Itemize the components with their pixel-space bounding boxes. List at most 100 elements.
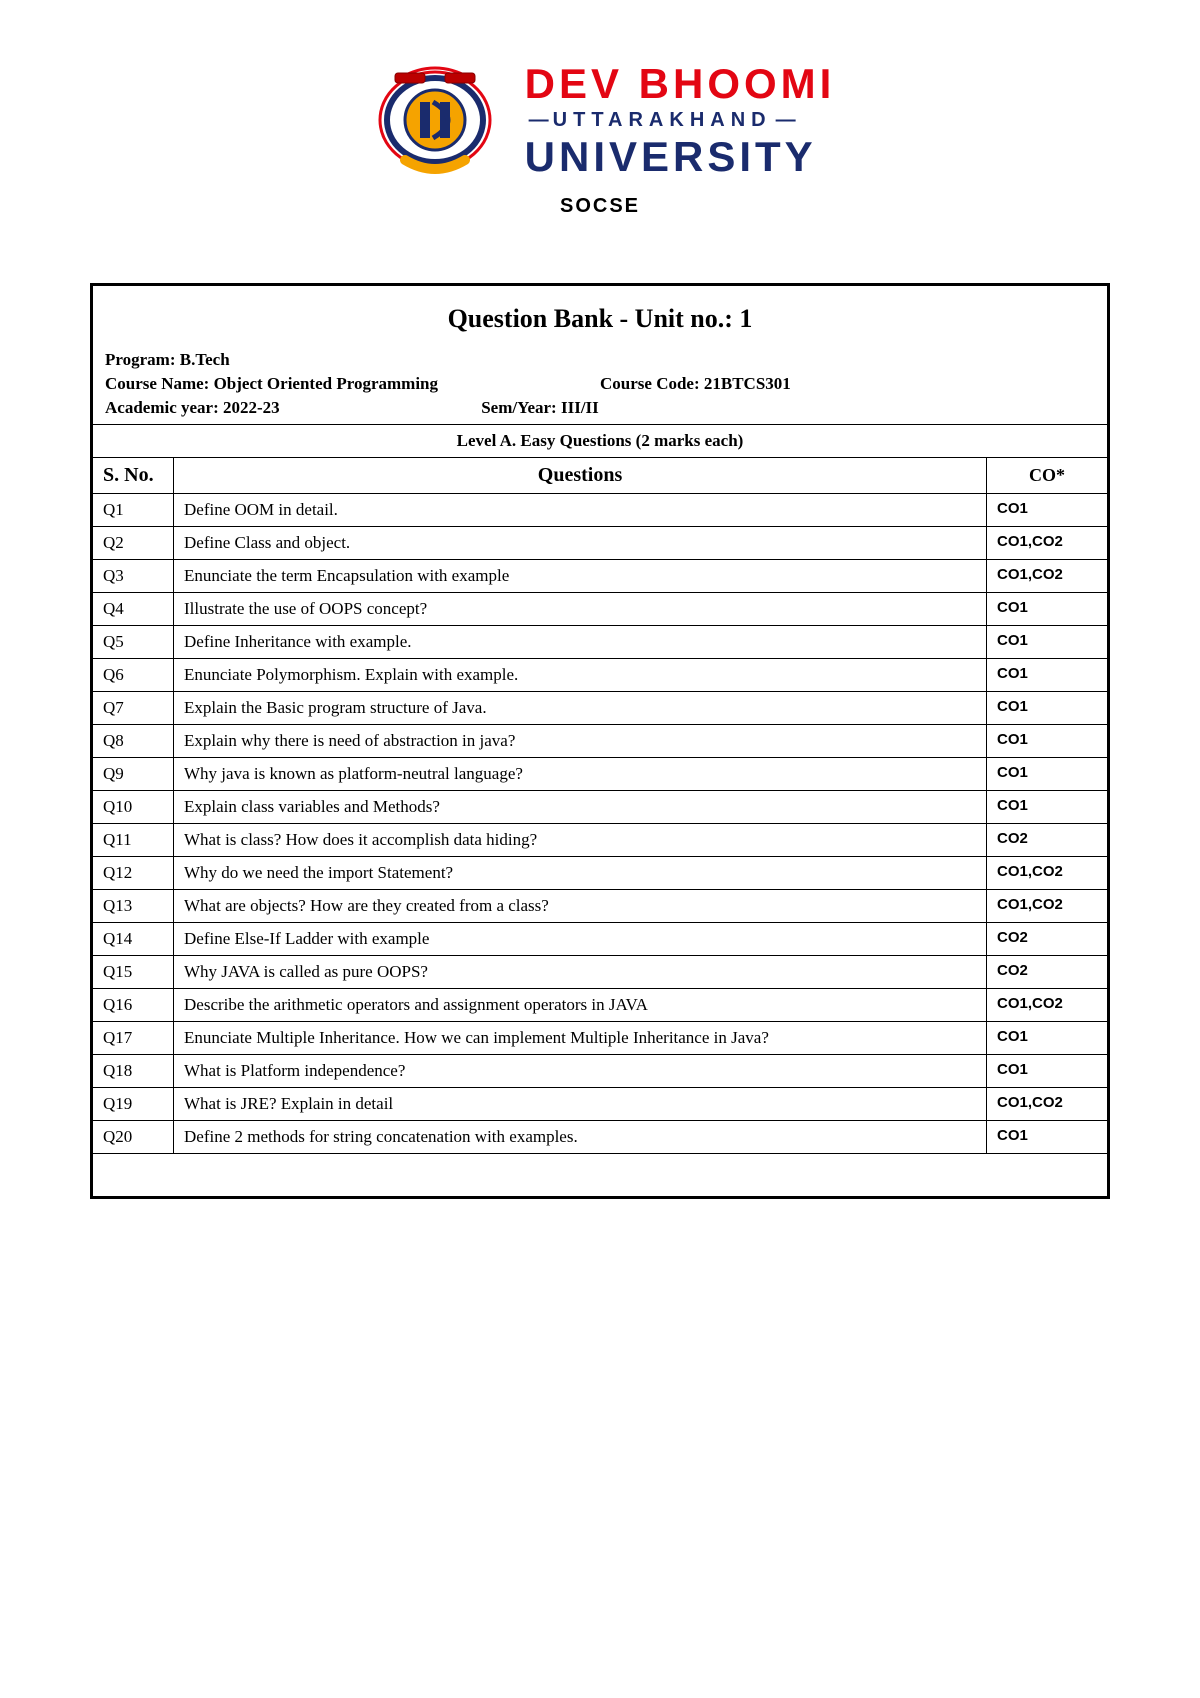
question-number: Q13 (92, 890, 174, 923)
question-number: Q17 (92, 1022, 174, 1055)
level-row: Level A. Easy Questions (2 marks each) (92, 425, 1109, 458)
question-text: Why do we need the import Statement? (174, 857, 987, 890)
question-number: Q15 (92, 956, 174, 989)
course-name-label: Course Name: Object Oriented Programming (105, 374, 600, 394)
table-row: Q1Define OOM in detail.CO1 (92, 494, 1109, 527)
question-text: What is class? How does it accomplish da… (174, 824, 987, 857)
question-number: Q16 (92, 989, 174, 1022)
co-value: CO1,CO2 (987, 560, 1109, 593)
question-number: Q19 (92, 1088, 174, 1121)
co-value: CO1 (987, 494, 1109, 527)
table-row: Q17Enunciate Multiple Inheritance. How w… (92, 1022, 1109, 1055)
table-row: Q13What are objects? How are they create… (92, 890, 1109, 923)
question-number: Q2 (92, 527, 174, 560)
meta-program-row: Program: B.Tech (92, 348, 1109, 372)
logo-row: DEV BHOOMI UTTARAKHAND UNIVERSITY (90, 60, 1110, 180)
co-value: CO2 (987, 956, 1109, 989)
question-text: Why java is known as platform-neutral la… (174, 758, 987, 791)
question-number: Q4 (92, 593, 174, 626)
table-row: Q18What is Platform independence?CO1 (92, 1055, 1109, 1088)
question-text: Explain class variables and Methods? (174, 791, 987, 824)
co-value: CO1,CO2 (987, 890, 1109, 923)
co-value: CO2 (987, 824, 1109, 857)
col-questions: Questions (174, 458, 987, 494)
department-label: SOCSE (90, 195, 1110, 218)
table-row: Q2Define Class and object.CO1,CO2 (92, 527, 1109, 560)
university-emblem (365, 60, 505, 180)
co-value: CO1 (987, 725, 1109, 758)
co-value: CO1,CO2 (987, 1088, 1109, 1121)
table-row: Q10Explain class variables and Methods?C… (92, 791, 1109, 824)
spacer-row (92, 1154, 1109, 1198)
question-text: Define Else-If Ladder with example (174, 923, 987, 956)
question-number: Q14 (92, 923, 174, 956)
question-text: Illustrate the use of OOPS concept? (174, 593, 987, 626)
co-value: CO1 (987, 692, 1109, 725)
question-number: Q3 (92, 560, 174, 593)
table-row: Q16Describe the arithmetic operators and… (92, 989, 1109, 1022)
university-name-block: DEV BHOOMI UTTARAKHAND UNIVERSITY (525, 63, 836, 178)
academic-year-label: Academic year: 2022-23 (105, 398, 481, 418)
question-number: Q11 (92, 824, 174, 857)
question-number: Q18 (92, 1055, 174, 1088)
table-row: Q9Why java is known as platform-neutral … (92, 758, 1109, 791)
question-text: Define OOM in detail. (174, 494, 987, 527)
co-value: CO1 (987, 791, 1109, 824)
co-value: CO1 (987, 1022, 1109, 1055)
co-value: CO1 (987, 626, 1109, 659)
co-value: CO1 (987, 1055, 1109, 1088)
table-row: Q15Why JAVA is called as pure OOPS?CO2 (92, 956, 1109, 989)
table-row: Q7Explain the Basic program structure of… (92, 692, 1109, 725)
question-text: Why JAVA is called as pure OOPS? (174, 956, 987, 989)
table-row: Q5Define Inheritance with example.CO1 (92, 626, 1109, 659)
table-row: Q6Enunciate Polymorphism. Explain with e… (92, 659, 1109, 692)
co-value: CO1 (987, 659, 1109, 692)
question-number: Q5 (92, 626, 174, 659)
question-text: Enunciate the term Encapsulation with ex… (174, 560, 987, 593)
question-number: Q10 (92, 791, 174, 824)
table-row: Q14Define Else-If Ladder with exampleCO2 (92, 923, 1109, 956)
question-number: Q1 (92, 494, 174, 527)
question-number: Q9 (92, 758, 174, 791)
question-bank-table: Question Bank - Unit no.: 1 Program: B.T… (90, 283, 1110, 1199)
question-text: What is Platform independence? (174, 1055, 987, 1088)
table-row: Q20Define 2 methods for string concatena… (92, 1121, 1109, 1154)
co-value: CO1 (987, 593, 1109, 626)
question-text: What are objects? How are they created f… (174, 890, 987, 923)
question-text: Define 2 methods for string concatenatio… (174, 1121, 987, 1154)
table-row: Q12Why do we need the import Statement?C… (92, 857, 1109, 890)
question-text: Define Class and object. (174, 527, 987, 560)
logo-line-1: DEV BHOOMI (525, 63, 836, 105)
co-value: CO1,CO2 (987, 527, 1109, 560)
course-code-label: Course Code: 21BTCS301 (600, 374, 1095, 394)
co-value: CO1 (987, 1121, 1109, 1154)
meta-year-row: Academic year: 2022-23 Sem/Year: III/II (92, 396, 1109, 425)
question-text: Explain why there is need of abstraction… (174, 725, 987, 758)
table-row: Q3Enunciate the term Encapsulation with … (92, 560, 1109, 593)
col-sno: S. No. (92, 458, 174, 494)
question-number: Q8 (92, 725, 174, 758)
program-cell: Program: B.Tech (92, 348, 1109, 372)
question-number: Q7 (92, 692, 174, 725)
question-text: Enunciate Multiple Inheritance. How we c… (174, 1022, 987, 1055)
level-label: Level A. Easy Questions (2 marks each) (92, 425, 1109, 458)
question-text: Define Inheritance with example. (174, 626, 987, 659)
sem-year-label: Sem/Year: III/II (481, 398, 1095, 418)
co-value: CO1,CO2 (987, 989, 1109, 1022)
col-co: CO* (987, 458, 1109, 494)
question-number: Q6 (92, 659, 174, 692)
logo-line-2: UTTARAKHAND (525, 109, 836, 132)
question-text: Enunciate Polymorphism. Explain with exa… (174, 659, 987, 692)
table-row: Q11What is class? How does it accomplish… (92, 824, 1109, 857)
table-title: Question Bank - Unit no.: 1 (92, 285, 1109, 349)
table-row: Q4Illustrate the use of OOPS concept?CO1 (92, 593, 1109, 626)
question-text: Explain the Basic program structure of J… (174, 692, 987, 725)
question-text: Describe the arithmetic operators and as… (174, 989, 987, 1022)
title-row: Question Bank - Unit no.: 1 (92, 285, 1109, 349)
table-row: Q8Explain why there is need of abstracti… (92, 725, 1109, 758)
table-row: Q19What is JRE? Explain in detailCO1,CO2 (92, 1088, 1109, 1121)
co-value: CO2 (987, 923, 1109, 956)
meta-course-row: Course Name: Object Oriented Programming… (92, 372, 1109, 396)
co-value: CO1 (987, 758, 1109, 791)
co-value: CO1,CO2 (987, 857, 1109, 890)
